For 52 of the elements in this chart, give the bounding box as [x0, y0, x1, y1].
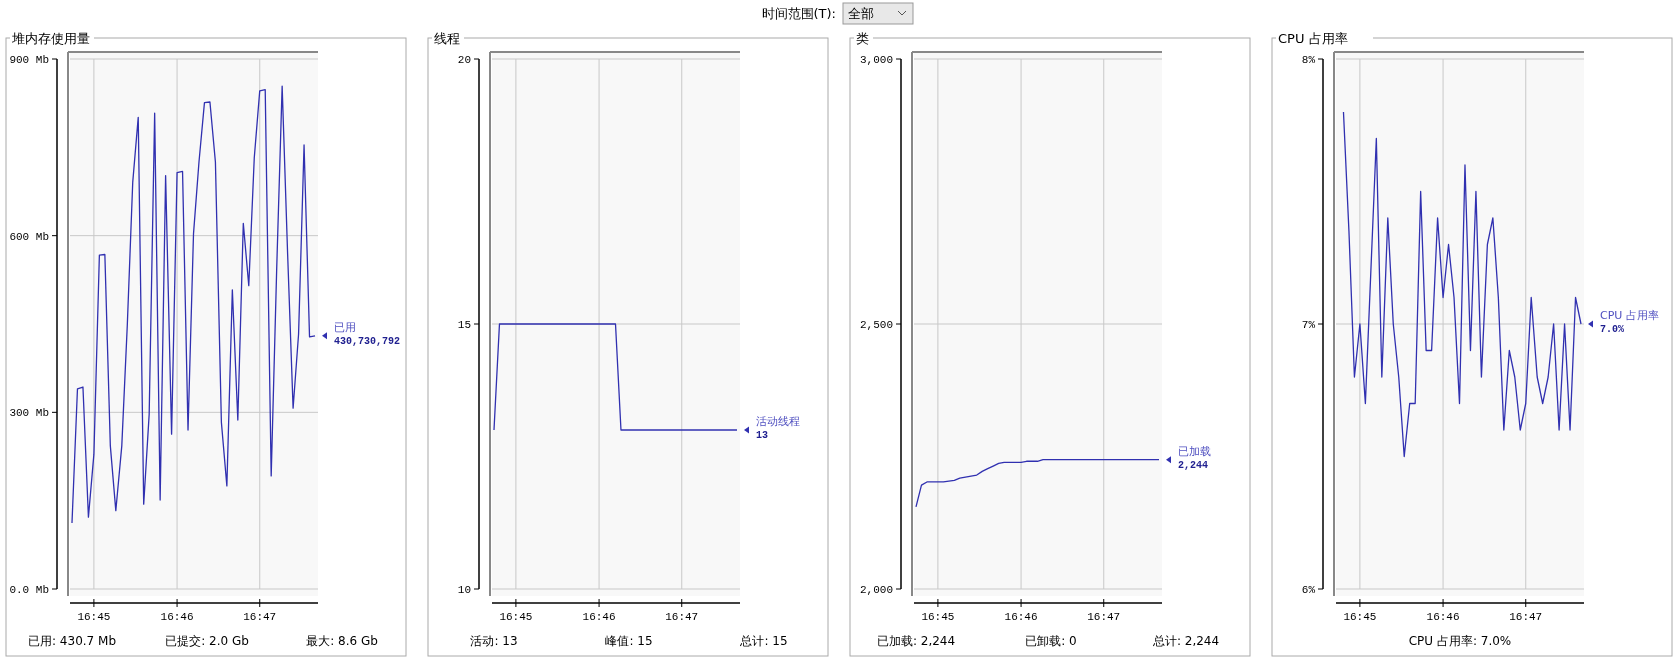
x-tick-label: 16:45 [499, 611, 533, 623]
x-tick-label: 16:45 [77, 611, 111, 623]
y-tick-label: 7% [1301, 319, 1316, 331]
x-tick-label: 16:45 [1343, 611, 1377, 623]
text: 总计: 15 [739, 634, 788, 648]
y-tick-label: 0.0 Mb [9, 584, 49, 596]
text: 时间范围(T): [761, 6, 836, 21]
series-label: 已用 [334, 320, 357, 334]
text: CPU 占用率: 7.0% [1408, 634, 1512, 648]
text: 2,244 [1178, 459, 1209, 471]
y-tick-label: 2,000 [859, 584, 893, 596]
line-series [1342, 111, 1582, 458]
x-tick-label: 16:47 [1087, 611, 1121, 623]
y-tick-label: 10 [457, 584, 471, 596]
text: 430,730,792 [334, 335, 401, 347]
y-tick-label: 2,500 [859, 319, 893, 331]
x-tick-label: 16:46 [160, 611, 194, 623]
y-tick-label: 20 [457, 54, 471, 66]
chart-title: 类 [856, 31, 869, 46]
text: 已提交: 2.0 Gb [165, 634, 249, 648]
x-tick-label: 16:47 [665, 611, 699, 623]
y-tick-label: 8% [1301, 54, 1316, 66]
y-tick-label: 3,000 [859, 54, 893, 66]
line-series [915, 459, 1160, 508]
chart-title: CPU 占用率 [1278, 31, 1348, 46]
chart-title: 线程 [434, 31, 460, 46]
text: 已用: 430.7 Mb [28, 634, 116, 648]
series-label: CPU 占用率 [1600, 309, 1659, 322]
x-tick-label: 16:47 [243, 611, 277, 623]
x-tick-label: 16:45 [921, 611, 955, 623]
chart-title: 堆内存使用量 [11, 31, 90, 46]
x-tick-label: 16:46 [1426, 611, 1460, 623]
text: 活动: 13 [470, 634, 518, 648]
x-tick-label: 16:46 [582, 611, 616, 623]
text: 13 [756, 430, 769, 441]
text: 已卸载: 0 [1025, 634, 1077, 648]
series-label: 已加载 [1178, 444, 1212, 458]
text: 峰值: 15 [605, 634, 653, 648]
y-tick-label: 300 Mb [9, 407, 49, 420]
text: 已加载: 2,244 [876, 634, 956, 648]
y-tick-label: 900 Mb [9, 54, 49, 66]
y-tick-label: 6% [1301, 584, 1316, 596]
text: 总计: 2,244 [1151, 634, 1220, 648]
x-tick-label: 16:47 [1509, 611, 1543, 623]
y-tick-label: 600 Mb [9, 230, 49, 243]
series-label: 活动线程 [756, 415, 801, 428]
x-tick-label: 16:46 [1004, 611, 1038, 623]
text: 最大: 8.6 Gb [306, 634, 378, 648]
line-series [71, 85, 316, 524]
text: 7.0% [1600, 324, 1625, 335]
y-tick-label: 15 [457, 319, 471, 331]
text: 全部 [848, 6, 874, 21]
